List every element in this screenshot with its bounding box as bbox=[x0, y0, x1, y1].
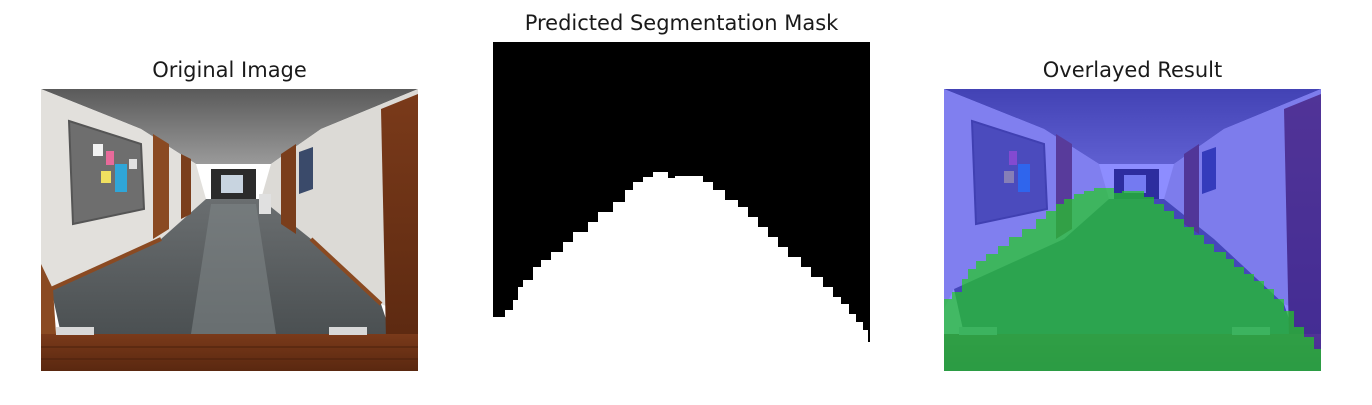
segmentation-mask-title: Predicted Segmentation Mask bbox=[524, 11, 839, 35]
segmentation-mask bbox=[493, 42, 870, 342]
overlayed-result-title: Overlayed Result bbox=[1042, 58, 1223, 82]
original-image bbox=[41, 89, 418, 371]
original-image-title: Original Image bbox=[152, 58, 307, 82]
overlayed-result bbox=[944, 89, 1321, 371]
